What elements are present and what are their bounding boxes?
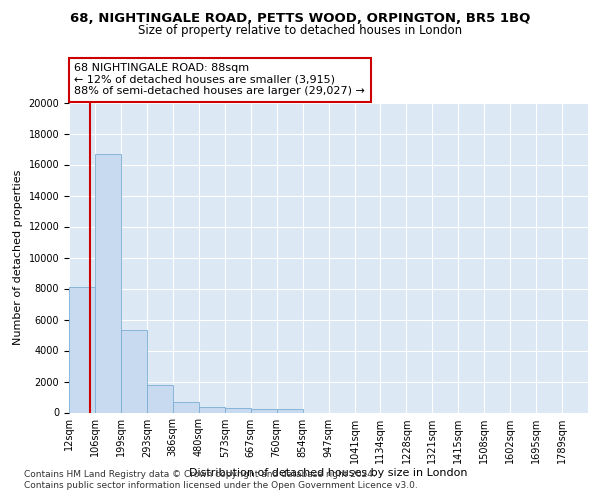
Bar (95, 154, 121, 412)
Bar (69, 287, 95, 412)
Bar (121, 330, 147, 412)
Bar (199, 406, 224, 412)
Text: Size of property relative to detached houses in London: Size of property relative to detached ho… (138, 24, 462, 37)
Bar (147, 386, 173, 412)
Bar (173, 402, 199, 412)
Bar (251, 409, 277, 412)
Bar (277, 410, 302, 412)
Text: Contains public sector information licensed under the Open Government Licence v3: Contains public sector information licen… (24, 481, 418, 490)
Text: 68 NIGHTINGALE ROAD: 88sqm
← 12% of detached houses are smaller (3,915)
88% of s: 68 NIGHTINGALE ROAD: 88sqm ← 12% of deta… (74, 63, 365, 96)
Text: Contains HM Land Registry data © Crown copyright and database right 2024.: Contains HM Land Registry data © Crown c… (24, 470, 376, 479)
Text: 68, NIGHTINGALE ROAD, PETTS WOOD, ORPINGTON, BR5 1BQ: 68, NIGHTINGALE ROAD, PETTS WOOD, ORPING… (70, 12, 530, 26)
Y-axis label: Number of detached properties: Number of detached properties (13, 170, 23, 345)
X-axis label: Distribution of detached houses by size in London: Distribution of detached houses by size … (189, 468, 468, 478)
Bar (224, 408, 251, 412)
